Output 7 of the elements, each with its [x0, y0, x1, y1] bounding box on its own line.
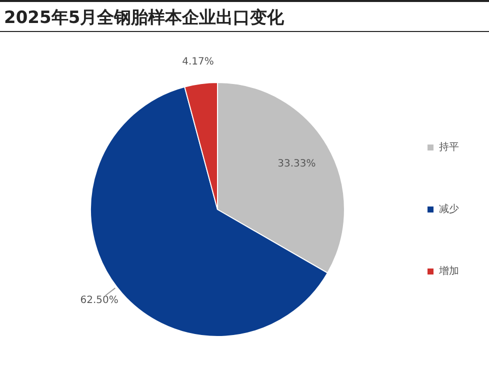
legend-label: 持平: [439, 141, 459, 154]
legend-label: 减少: [439, 203, 459, 216]
data-label: 33.33%: [278, 158, 316, 170]
data-label: 4.17%: [182, 56, 214, 68]
data-label: 62.50%: [80, 294, 118, 306]
legend-label: 增加: [438, 265, 459, 278]
chart-title: 2025年5月全钢胎样本企业出口变化: [0, 0, 489, 32]
